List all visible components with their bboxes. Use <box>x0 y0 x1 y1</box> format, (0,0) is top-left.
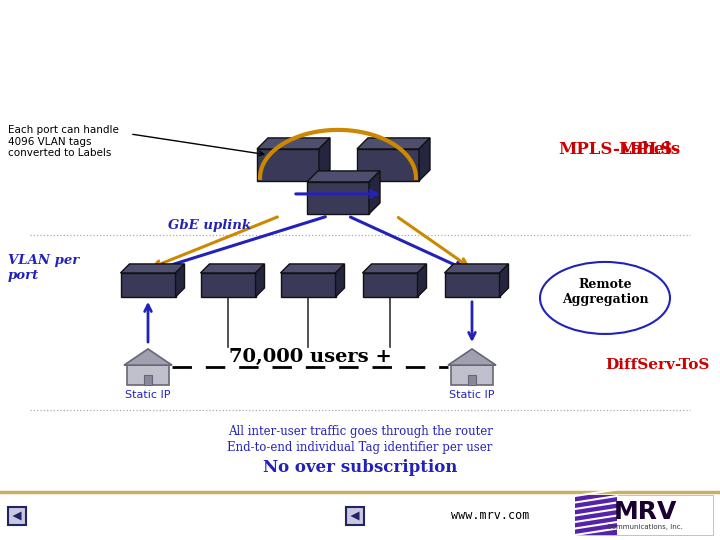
FancyBboxPatch shape <box>575 495 617 535</box>
Polygon shape <box>369 171 380 214</box>
Polygon shape <box>500 264 508 297</box>
Polygon shape <box>127 365 169 385</box>
Polygon shape <box>357 138 430 149</box>
FancyBboxPatch shape <box>346 507 364 525</box>
Text: www.mrv.com: www.mrv.com <box>451 510 529 523</box>
Polygon shape <box>257 138 330 149</box>
Polygon shape <box>307 171 380 182</box>
Polygon shape <box>362 273 418 297</box>
FancyBboxPatch shape <box>8 507 26 525</box>
Text: No over subscription: No over subscription <box>263 460 457 476</box>
Ellipse shape <box>540 262 670 334</box>
Polygon shape <box>357 149 419 181</box>
Text: End-to-end individual Tag identifier per user: End-to-end individual Tag identifier per… <box>228 442 492 455</box>
Text: Remote
Aggregation: Remote Aggregation <box>562 278 648 306</box>
Text: MPLS-Labels: MPLS-Labels <box>558 141 680 158</box>
Text: MRV: MRV <box>613 500 677 524</box>
Polygon shape <box>120 273 176 297</box>
Text: GbE uplink: GbE uplink <box>168 219 251 232</box>
Polygon shape <box>444 273 500 297</box>
Text: All inter-user traffic goes through the router: All inter-user traffic goes through the … <box>228 426 492 438</box>
Polygon shape <box>12 511 22 521</box>
FancyBboxPatch shape <box>575 495 713 535</box>
Polygon shape <box>319 138 330 181</box>
Polygon shape <box>448 349 496 365</box>
Polygon shape <box>257 149 319 181</box>
Polygon shape <box>124 349 172 365</box>
Polygon shape <box>120 264 184 273</box>
Polygon shape <box>176 264 184 297</box>
Polygon shape <box>144 375 152 385</box>
Polygon shape <box>336 264 344 297</box>
Polygon shape <box>419 138 430 181</box>
Polygon shape <box>444 264 508 273</box>
Text: Sweden Application: Sweden Application <box>176 65 544 98</box>
Polygon shape <box>468 375 476 385</box>
Polygon shape <box>451 365 493 385</box>
Text: Case Study – Optical Ethernet: Case Study – Optical Ethernet <box>81 21 639 53</box>
Text: Static IP: Static IP <box>449 390 495 400</box>
Text: MPLS-: MPLS- <box>618 141 680 158</box>
Polygon shape <box>200 273 256 297</box>
Polygon shape <box>200 264 264 273</box>
Polygon shape <box>351 511 359 521</box>
Polygon shape <box>256 264 264 297</box>
Polygon shape <box>281 273 336 297</box>
Text: DiffServ-ToS: DiffServ-ToS <box>606 358 710 372</box>
Text: Communications, Inc.: Communications, Inc. <box>607 524 683 530</box>
Polygon shape <box>362 264 426 273</box>
Text: Static IP: Static IP <box>125 390 171 400</box>
Polygon shape <box>307 182 369 214</box>
Text: 70,000 users +: 70,000 users + <box>228 348 392 366</box>
Polygon shape <box>418 264 426 297</box>
Text: Each port can handle
4096 VLAN tags
converted to Labels: Each port can handle 4096 VLAN tags conv… <box>8 125 119 158</box>
Polygon shape <box>281 264 344 273</box>
Text: VLAN per
port: VLAN per port <box>8 254 79 282</box>
